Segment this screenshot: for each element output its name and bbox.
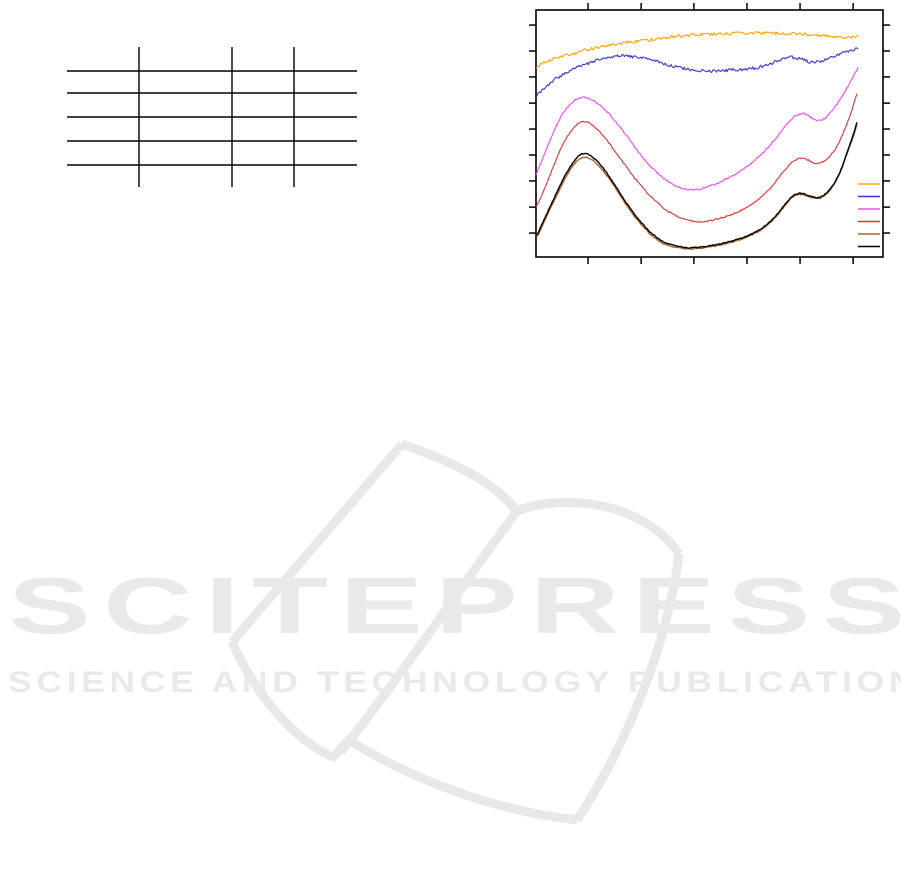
- series-brown-line: [536, 123, 858, 250]
- table-grid: [67, 47, 357, 187]
- book-right-page-edge: [573, 553, 684, 823]
- watermark-subtitle: SCIENCE AND TECHNOLOGY PUBLICATIONS: [8, 666, 901, 699]
- book-left-page-top: [400, 439, 521, 514]
- book-bottom-edge: [227, 640, 578, 825]
- series-orange-line: [535, 31, 859, 69]
- book-center-fold: [337, 508, 521, 755]
- series-red-line: [535, 93, 858, 223]
- series-blue-line: [535, 47, 859, 98]
- series-black-line: [536, 122, 858, 249]
- series-magenta-line: [535, 67, 859, 191]
- book-right-page-top: [515, 498, 683, 557]
- spectra-chart: [529, 3, 890, 264]
- book-left-page-edge: [228, 441, 406, 645]
- watermark-title: SCITEPRESS: [8, 561, 901, 650]
- plot-border: [535, 9, 884, 258]
